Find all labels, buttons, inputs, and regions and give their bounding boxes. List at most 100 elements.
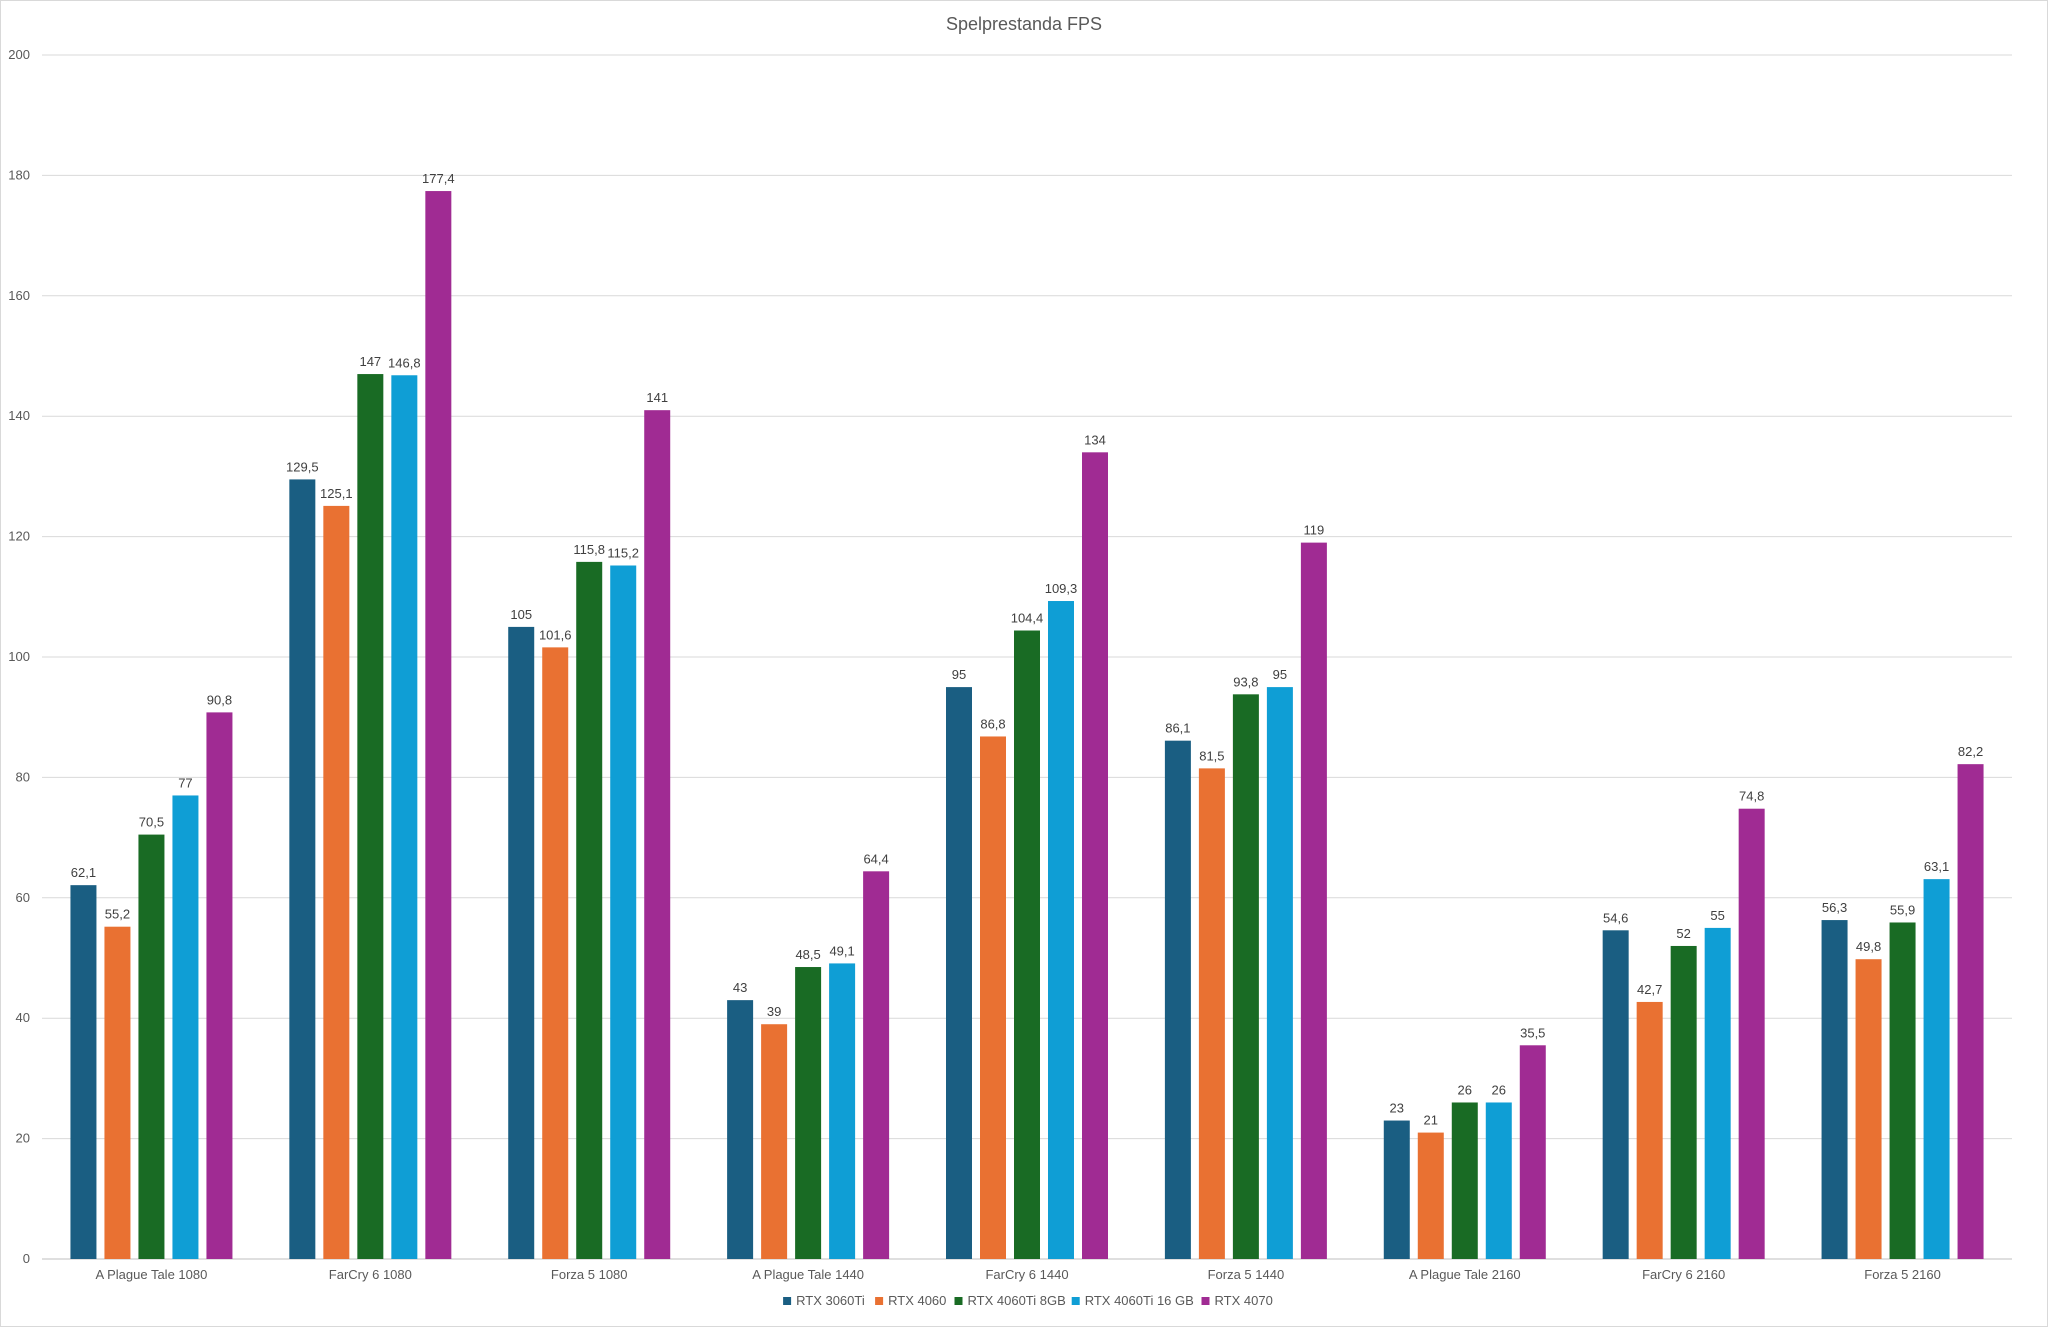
bar: [289, 479, 316, 1259]
bar: [1923, 879, 1950, 1259]
legend-swatch: [875, 1297, 884, 1305]
legend-item: RTX 4060: [875, 1293, 946, 1308]
bar: [1164, 740, 1191, 1259]
bar: [391, 375, 418, 1259]
bar: [1855, 959, 1882, 1259]
x-tick-label: Forza 5 1440: [1208, 1267, 1285, 1282]
bar: [425, 191, 452, 1259]
bar: [1738, 808, 1765, 1259]
data-label: 26: [1458, 1082, 1472, 1097]
bar: [1232, 694, 1259, 1259]
data-label: 26: [1492, 1082, 1506, 1097]
y-tick-label: 40: [16, 1010, 30, 1025]
y-tick-label: 80: [16, 769, 30, 784]
bar: [946, 687, 972, 1259]
data-label: 21: [1424, 1113, 1438, 1128]
bar: [1300, 542, 1327, 1259]
x-tick-label: A Plague Tale 2160: [1409, 1267, 1521, 1282]
data-label: 35,5: [1520, 1025, 1545, 1040]
data-label: 101,6: [539, 627, 572, 642]
data-label: 95: [952, 667, 966, 682]
legend-label: RTX 4060: [888, 1293, 946, 1308]
data-label: 125,1: [320, 486, 353, 501]
bar: [610, 565, 637, 1259]
data-label: 49,1: [829, 943, 854, 958]
data-label: 134: [1084, 432, 1106, 447]
bar: [172, 795, 199, 1259]
legend-label: RTX 3060Ti: [796, 1293, 865, 1308]
data-label: 147: [359, 354, 381, 369]
y-tick-label: 140: [8, 408, 30, 423]
data-label: 43: [733, 980, 747, 995]
data-label: 146,8: [388, 355, 421, 370]
bar: [727, 1000, 754, 1259]
bar: [542, 647, 569, 1259]
bar: [1417, 1132, 1444, 1259]
legend-swatch: [1071, 1297, 1080, 1305]
data-label: 54,6: [1603, 910, 1628, 925]
legend-swatch: [783, 1297, 792, 1305]
bar: [576, 561, 603, 1259]
bar: [70, 885, 97, 1259]
data-label: 23: [1390, 1101, 1404, 1116]
bar: [1383, 1120, 1410, 1259]
x-tick-label: FarCry 6 1080: [329, 1267, 412, 1282]
bar: [1704, 927, 1731, 1259]
bar: [863, 871, 890, 1259]
data-label: 86,8: [980, 716, 1005, 731]
y-tick-label: 120: [8, 529, 30, 544]
data-label: 177,4: [422, 171, 455, 186]
legend-item: RTX 4060Ti 8GB: [954, 1293, 1066, 1308]
data-label: 42,7: [1637, 982, 1662, 997]
bar: [980, 736, 1006, 1259]
legend-item: RTX 4070: [1201, 1293, 1273, 1308]
bar: [1519, 1045, 1546, 1259]
bar: [1485, 1102, 1512, 1259]
data-label: 119: [1304, 523, 1325, 538]
y-tick-label: 180: [8, 167, 30, 182]
data-label: 48,5: [795, 947, 820, 962]
legend: RTX 3060Ti RTX 4060 RTX 4060Ti 8GB RTX 4060…: [783, 1293, 1273, 1308]
bar: [1957, 764, 1984, 1259]
data-label: 55: [1710, 908, 1724, 923]
data-label: 70,5: [139, 815, 164, 830]
data-label: 82,2: [1958, 744, 1983, 759]
x-tick-label: Forza 5 2160: [1864, 1267, 1941, 1282]
data-label: 115,8: [573, 542, 605, 557]
legend-label: RTX 4060Ti 8GB: [968, 1293, 1066, 1308]
data-label: 52: [1676, 926, 1690, 941]
data-label: 104,4: [1011, 611, 1044, 626]
data-label: 93,8: [1233, 674, 1258, 689]
data-label: 62,1: [71, 865, 96, 880]
bar: [1048, 601, 1074, 1259]
data-label: 39: [767, 1004, 781, 1019]
y-tick-label: 20: [16, 1131, 30, 1146]
data-label: 105: [510, 607, 532, 622]
y-tick-label: 0: [23, 1251, 30, 1266]
bar: [1670, 945, 1697, 1259]
bar: [1602, 930, 1629, 1259]
bar: [1636, 1001, 1663, 1259]
bar: [1266, 687, 1293, 1259]
bar: [1014, 630, 1040, 1259]
data-label: 77: [178, 775, 192, 790]
data-label: 86,1: [1165, 721, 1190, 736]
legend-label: RTX 4060Ti 16 GB: [1085, 1293, 1194, 1308]
data-label: 141: [646, 390, 668, 405]
bar: [138, 834, 165, 1259]
data-label: 81,5: [1199, 748, 1224, 763]
legend-swatch: [954, 1297, 963, 1305]
bar: [206, 712, 233, 1259]
x-axis: A Plague Tale 1080 FarCry 6 1080 Forza 5 1…: [96, 1267, 1941, 1282]
bar: [1821, 920, 1848, 1259]
data-label: 95: [1273, 667, 1287, 682]
data-label: 115,2: [607, 545, 639, 560]
bar: [357, 374, 384, 1259]
x-tick-label: A Plague Tale 1080: [96, 1267, 208, 1282]
y-tick-label: 100: [8, 649, 30, 664]
data-label: 90,8: [207, 692, 232, 707]
bar: [323, 505, 350, 1259]
data-label: 55,9: [1890, 902, 1915, 917]
